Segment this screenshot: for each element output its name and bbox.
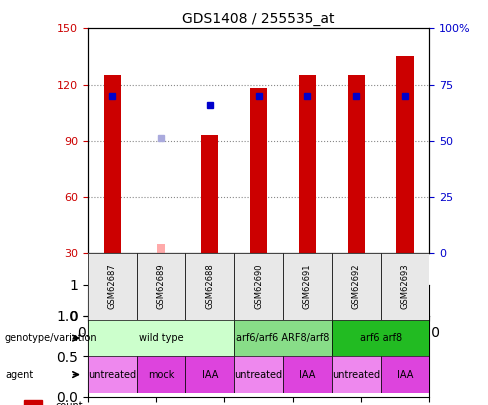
Bar xyxy=(250,88,267,253)
Text: arf6/arf6 ARF8/arf8: arf6/arf6 ARF8/arf8 xyxy=(236,333,330,343)
Text: agent: agent xyxy=(5,370,33,379)
Text: arf6 arf8: arf6 arf8 xyxy=(360,333,402,343)
Text: untreated: untreated xyxy=(88,370,136,379)
Text: count: count xyxy=(55,401,83,405)
Bar xyxy=(88,320,234,356)
Bar xyxy=(137,253,185,320)
Text: mock: mock xyxy=(148,370,174,379)
Bar xyxy=(283,253,332,320)
Text: GSM62690: GSM62690 xyxy=(254,264,263,309)
Text: untreated: untreated xyxy=(332,370,380,379)
Bar xyxy=(201,135,218,253)
Bar xyxy=(283,356,332,393)
Bar xyxy=(381,356,429,393)
Bar xyxy=(381,253,429,320)
Bar xyxy=(104,75,121,253)
Bar xyxy=(185,253,234,320)
Bar xyxy=(347,75,365,253)
Text: GSM62691: GSM62691 xyxy=(303,264,312,309)
Bar xyxy=(299,75,316,253)
Text: GSM62688: GSM62688 xyxy=(205,264,214,309)
Text: IAA: IAA xyxy=(397,370,413,379)
Text: IAA: IAA xyxy=(202,370,218,379)
Text: untreated: untreated xyxy=(235,370,283,379)
Bar xyxy=(157,244,165,253)
Bar xyxy=(234,320,332,356)
Text: GSM62687: GSM62687 xyxy=(108,264,117,309)
Bar xyxy=(88,356,137,393)
Bar xyxy=(88,253,137,320)
Title: GDS1408 / 255535_at: GDS1408 / 255535_at xyxy=(183,12,335,26)
Text: wild type: wild type xyxy=(139,333,183,343)
Text: GSM62693: GSM62693 xyxy=(401,264,409,309)
Bar xyxy=(24,400,42,405)
Bar xyxy=(396,56,413,253)
Text: GSM62689: GSM62689 xyxy=(157,264,165,309)
Text: GSM62692: GSM62692 xyxy=(352,264,361,309)
Bar xyxy=(332,320,429,356)
Bar xyxy=(332,253,381,320)
Bar xyxy=(185,356,234,393)
Bar xyxy=(234,253,283,320)
Bar xyxy=(137,356,185,393)
Bar xyxy=(332,356,381,393)
Bar xyxy=(234,356,283,393)
Text: IAA: IAA xyxy=(299,370,316,379)
Text: genotype/variation: genotype/variation xyxy=(5,333,98,343)
